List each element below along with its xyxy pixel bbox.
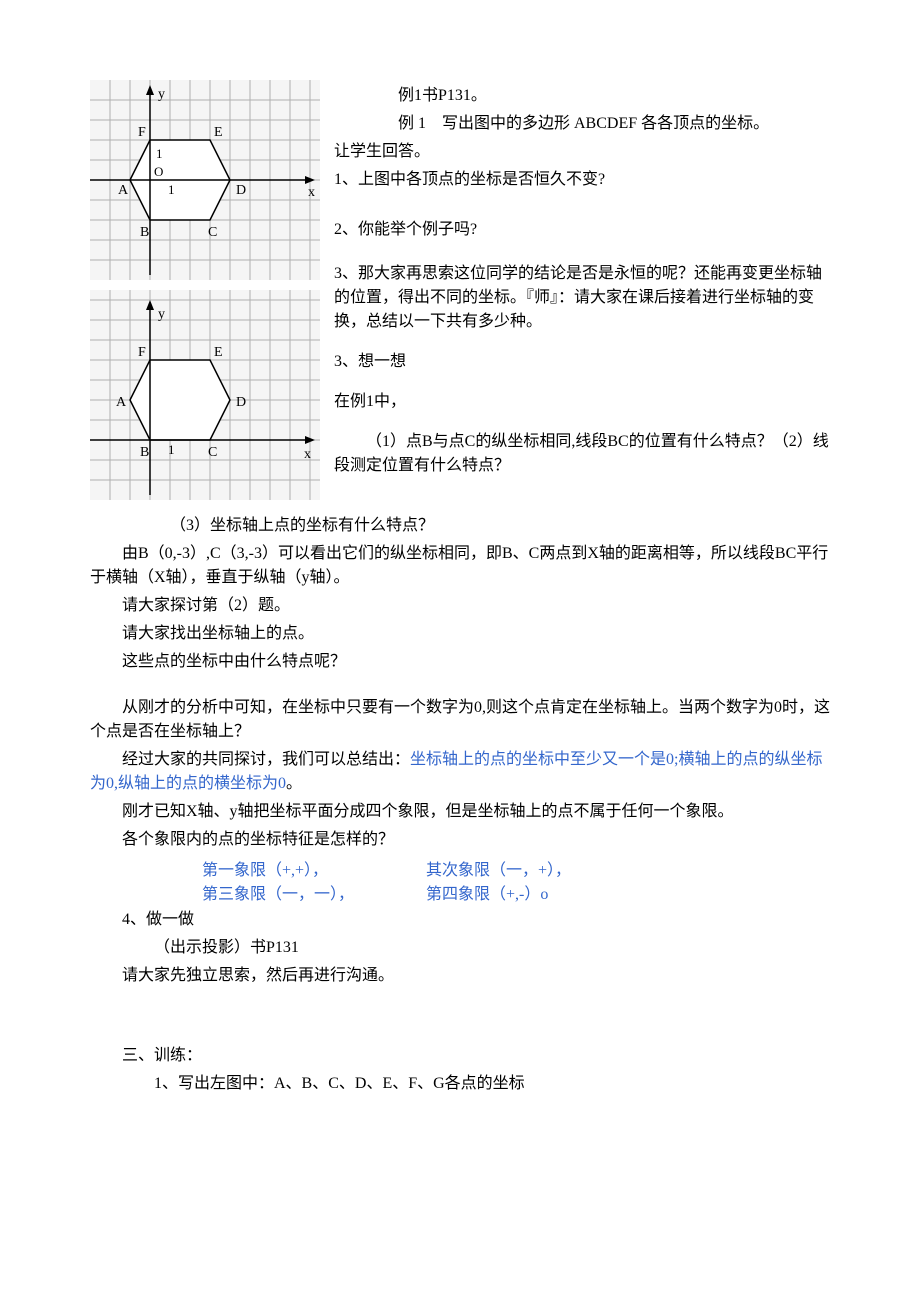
conclusion-prefix: 经过大家的共同探讨，我们可以总结出：	[122, 751, 410, 768]
spacer	[334, 338, 830, 346]
line-q3-para: 3、那大家再思索这位同学的结论是否是永恒的呢？还能再变更坐标轴的位置，得出不同的…	[334, 262, 830, 334]
right-text-column: 例1书P131。 例 1 写出图中的多边形 ABCDEF 各各顶点的坐标。 让学…	[334, 84, 830, 478]
quadrant-2: 其次象限（一，+），	[426, 856, 650, 880]
tick-y1: 1	[156, 146, 163, 161]
axis-x-label: x	[304, 447, 311, 462]
vertex-b: B	[140, 445, 149, 460]
line-do: 4、做一做	[90, 908, 830, 932]
line-q2: 2、你能举个例子吗?	[334, 218, 830, 242]
figure-1: y x O 1 1 A B C D E F	[90, 80, 320, 280]
axis-y-label: y	[158, 307, 165, 322]
line-answer: 让学生回答。	[334, 140, 830, 164]
line-ex1-ref: 例1书P131。	[334, 84, 830, 108]
quadrant-3: 第三象限（一，一），	[202, 880, 426, 904]
vertex-e: E	[214, 125, 223, 140]
axis-x-label: x	[308, 185, 315, 200]
spacer	[334, 246, 830, 258]
quadrant-signs: 第一象限（+,+）， 其次象限（一，+）， 第三象限（一，一）， 第四象限（+,…	[202, 856, 830, 904]
vertex-d: D	[236, 183, 246, 198]
spacer	[90, 678, 830, 692]
line-projector: （出示投影）书P131	[90, 936, 830, 960]
line-ex1-title: 例 1 写出图中的多边形 ABCDEF 各各顶点的坐标。	[334, 112, 830, 136]
vertex-e: E	[214, 345, 223, 360]
figures-column: y x O 1 1 A B C D E F	[90, 80, 320, 510]
line-think: 3、想一想	[334, 350, 830, 374]
line-section3: 三、训练：	[90, 1044, 830, 1068]
spacer	[334, 378, 830, 386]
vertex-b: B	[140, 225, 149, 240]
vertex-a: A	[116, 395, 127, 410]
spacer	[334, 418, 830, 426]
spacer	[90, 992, 830, 1040]
vertex-c: C	[208, 225, 217, 240]
line-analysis: 从刚才的分析中可知，在坐标中只要有一个数字为0,则这个点肯定在坐标轴上。当两个数…	[90, 696, 830, 744]
tick-x1: 1	[168, 442, 175, 457]
line-discuss2: 请大家探讨第（2）题。	[90, 594, 830, 618]
conclusion-suffix: 。	[286, 775, 302, 792]
line-explain-bc: 由B（0,-3）,C（3,-3）可以看出它们的纵坐标相同，即B、C两点到X轴的距…	[90, 542, 830, 590]
quadrant-4: 第四象限（+,-）o	[426, 880, 650, 904]
line-features: 这些点的坐标中由什么特点呢？	[90, 650, 830, 674]
line-think-discuss: 请大家先独立思索，然后再进行沟通。	[90, 964, 830, 988]
line-quadrant-q: 各个象限内的点的坐标特征是怎样的？	[90, 828, 830, 852]
line-in-ex1: 在例1中，	[334, 390, 830, 414]
spacer	[334, 196, 830, 214]
line-sub3: （3）坐标轴上点的坐标有什么特点？	[170, 514, 830, 538]
line-find-points: 请大家找出坐标轴上的点。	[90, 622, 830, 646]
tick-x1: 1	[168, 182, 175, 197]
line-sub12: （1）点B与点C的纵坐标相同,线段BC的位置有什么特点？（2）线段测定位置有什么…	[334, 430, 830, 478]
axis-y-label: y	[158, 87, 165, 102]
line-q1: 1、上图中各顶点的坐标是否恒久不变?	[334, 168, 830, 192]
line-quadrant-intro: 刚才已知X轴、y轴把坐标平面分成四个象限，但是坐标轴上的点不属于任何一个象限。	[90, 800, 830, 824]
origin-label: O	[154, 164, 163, 179]
figure-2: y x 1 A B C D E F	[90, 290, 320, 500]
line-exercise1: 1、写出左图中：A、B、C、D、E、F、G各点的坐标	[154, 1072, 830, 1096]
vertex-d: D	[236, 395, 246, 410]
vertex-f: F	[138, 345, 146, 360]
vertex-c: C	[208, 445, 217, 460]
line-conclusion: 经过大家的共同探讨，我们可以总结出：坐标轴上的点的坐标中至少又一个是0;横轴上的…	[90, 748, 830, 796]
vertex-a: A	[118, 183, 129, 198]
quadrant-1: 第一象限（+,+），	[202, 856, 426, 880]
vertex-f: F	[138, 125, 146, 140]
